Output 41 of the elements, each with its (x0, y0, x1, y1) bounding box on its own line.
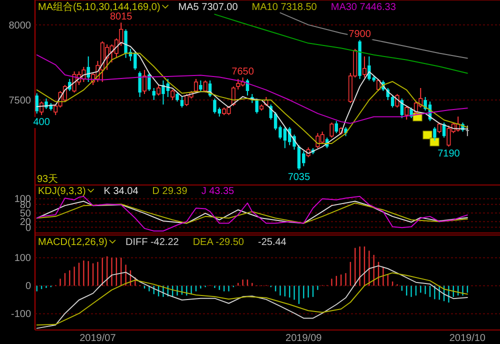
candlestick (358, 39, 362, 80)
x-tick-label: 2019/10 (449, 333, 486, 344)
x-tick-label: 2019/09 (286, 333, 322, 344)
series-label: K 34.04 (104, 186, 139, 197)
candlestick (334, 120, 338, 134)
y-tick-label: 7500 (8, 96, 32, 107)
line-series (214, 14, 468, 74)
y-tick-label: -100 (10, 309, 32, 320)
y-tick-label: 0 (25, 281, 32, 292)
series-label: D 29.39 (152, 186, 188, 197)
text: DEA -29.50 (192, 237, 244, 248)
series-label: J 43.35 (201, 186, 235, 197)
candlestick (152, 87, 156, 101)
text: DIFF -42.22 (125, 237, 180, 248)
annotation: 8015 (110, 12, 133, 23)
candlestick (138, 70, 142, 98)
annotation: 93天 (37, 174, 58, 185)
chart-title: MA组合(5,10,30,144,169,0) (38, 1, 160, 13)
x-tick-label: 2019/07 (80, 333, 116, 344)
candlestick (180, 96, 184, 108)
y-tick-label: 100 (14, 253, 32, 264)
y-tick-label: 50 (20, 208, 32, 220)
candlestick (199, 80, 202, 92)
annotation: -25.44 (258, 237, 287, 248)
text: MA10 7318.50 (252, 2, 318, 13)
line-series (36, 265, 468, 329)
annotation: 7650 (232, 66, 254, 78)
chart-title: KDJ(9,3,3) (38, 186, 86, 197)
candlestick (433, 126, 436, 142)
annotation: 7900 (348, 28, 372, 40)
annotation: 7035 (288, 172, 311, 183)
text: MA5 7307.00 (178, 2, 238, 13)
line-series (280, 12, 468, 59)
text: MA30 7446.33 (330, 2, 396, 13)
line-series (36, 196, 468, 232)
y-tick-label: 80 (20, 200, 32, 211)
line-series (36, 272, 468, 326)
chart-title: MACD(12,26,9) (38, 237, 108, 248)
annotation: 7190 (438, 148, 460, 160)
y-tick-label: 8000 (8, 20, 32, 32)
annotation: 400 (33, 117, 50, 128)
